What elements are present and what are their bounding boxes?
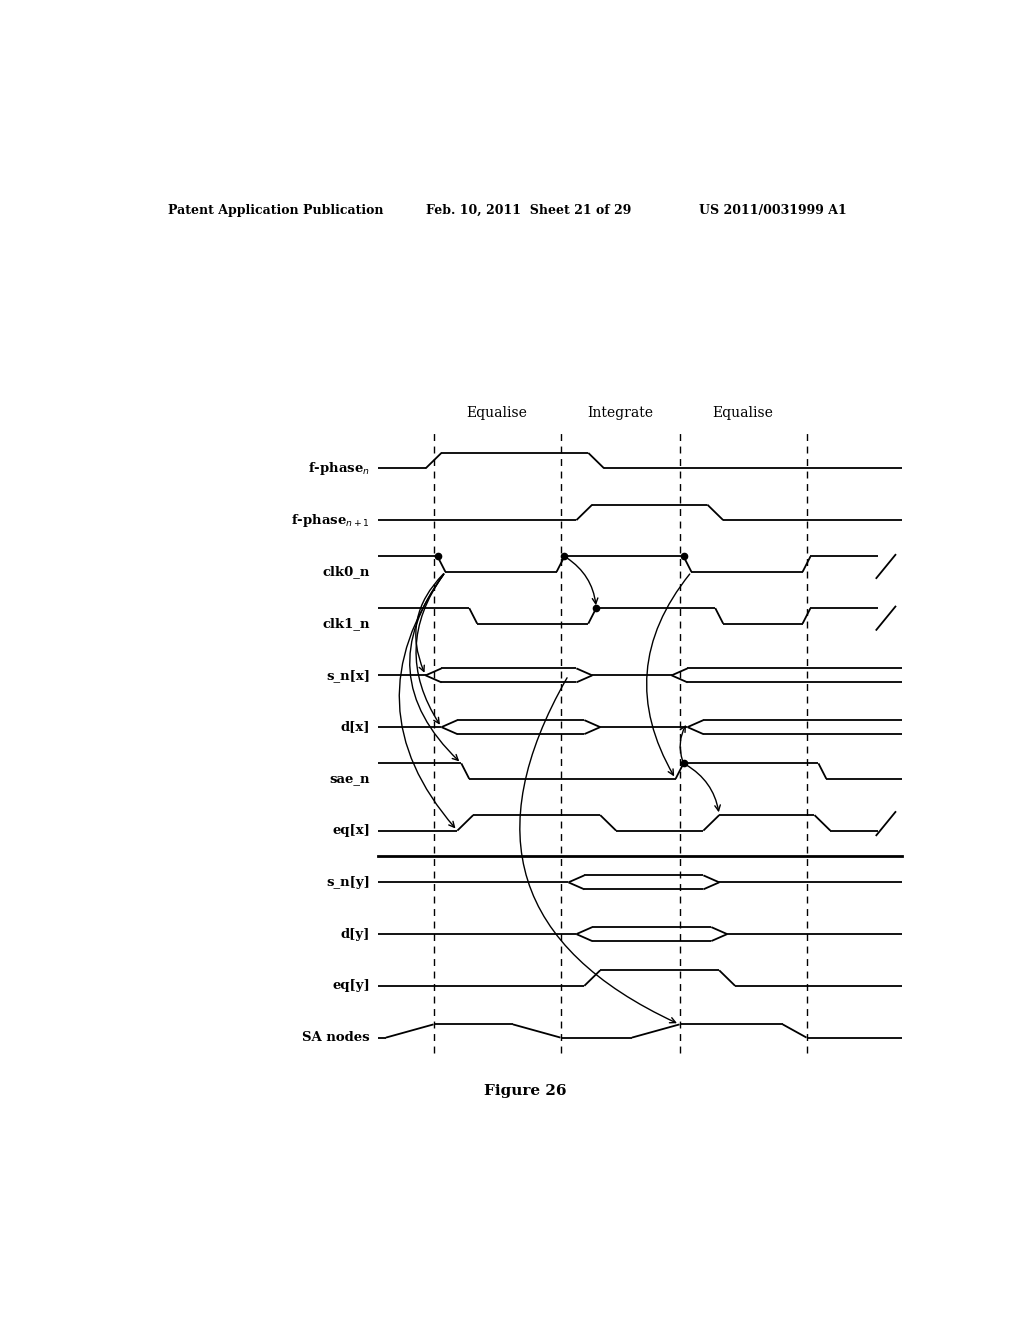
Text: s_n[x]: s_n[x] bbox=[326, 669, 370, 682]
Text: US 2011/0031999 A1: US 2011/0031999 A1 bbox=[699, 205, 847, 216]
Text: d[x]: d[x] bbox=[341, 721, 370, 734]
Text: f-phase$_n$: f-phase$_n$ bbox=[308, 459, 370, 477]
Text: Equalise: Equalise bbox=[713, 405, 773, 420]
Text: s_n[y]: s_n[y] bbox=[327, 876, 370, 888]
Text: clk0_n: clk0_n bbox=[323, 565, 370, 578]
Text: SA nodes: SA nodes bbox=[302, 1031, 370, 1044]
Text: Patent Application Publication: Patent Application Publication bbox=[168, 205, 383, 216]
Text: sae_n: sae_n bbox=[330, 772, 370, 785]
Text: eq[x]: eq[x] bbox=[332, 824, 370, 837]
Text: Feb. 10, 2011  Sheet 21 of 29: Feb. 10, 2011 Sheet 21 of 29 bbox=[426, 205, 631, 216]
Text: eq[y]: eq[y] bbox=[333, 979, 370, 993]
Text: clk1_n: clk1_n bbox=[323, 618, 370, 630]
Text: Figure 26: Figure 26 bbox=[483, 1085, 566, 1098]
Text: Integrate: Integrate bbox=[587, 405, 653, 420]
Text: f-phase$_{n+1}$: f-phase$_{n+1}$ bbox=[291, 512, 370, 528]
Text: d[y]: d[y] bbox=[341, 928, 370, 941]
Text: Equalise: Equalise bbox=[467, 405, 527, 420]
